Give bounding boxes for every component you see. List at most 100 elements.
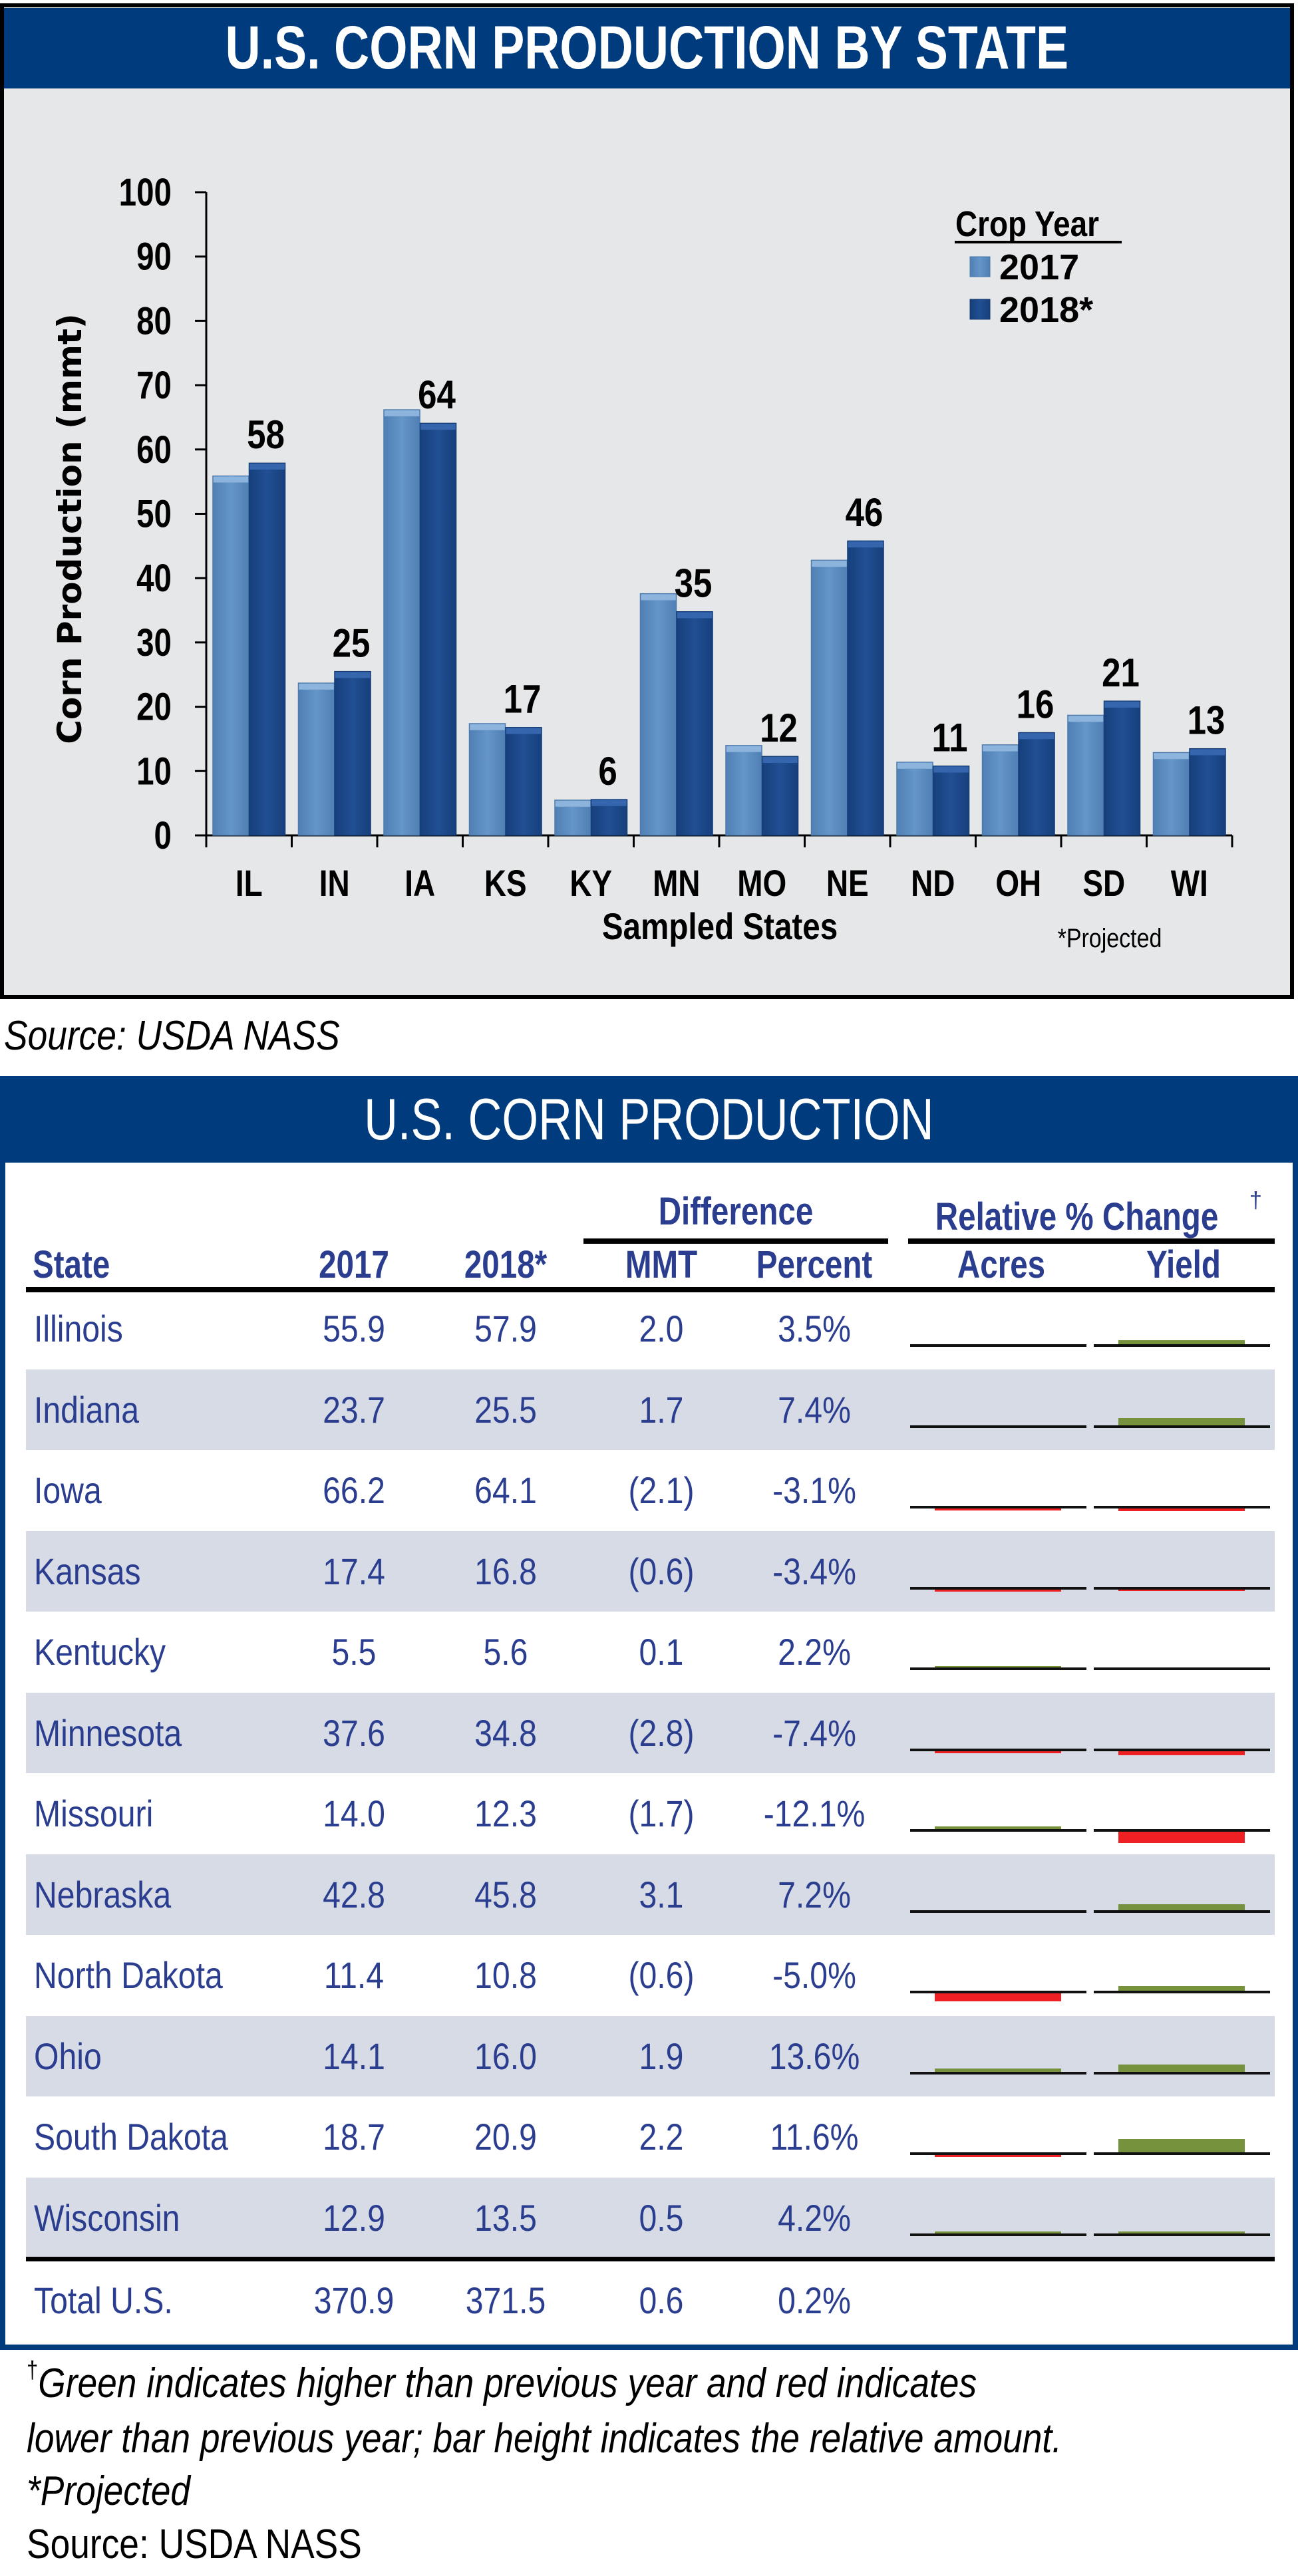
cell-mmt: 1.9 [639, 2035, 684, 2077]
bar-chart: Corn Production (mmt) 0 10 20 30 40 50 60 70 80 9… [51, 172, 1233, 953]
y-ticks: 0 10 20 30 40 50 60 70 80 90 100 [119, 172, 206, 857]
cell-y2017: 23.7 [323, 1388, 385, 1431]
y-axis-title-text: Corn Production (mmt) [51, 313, 89, 744]
baseline-yield [1094, 2152, 1270, 2155]
table-row: Missouri 14.0 12.3 (1.7) -12.1% [26, 1773, 1275, 1854]
baseline-acres [910, 1829, 1086, 1832]
cell-mmt: (2.8) [628, 1711, 695, 1754]
header-rule [26, 1287, 1275, 1292]
relative-change-acres [910, 1854, 1086, 1935]
data-label-ND: 11 [932, 716, 968, 760]
bar-bevel [1104, 701, 1140, 708]
data-label-IL: 58 [247, 412, 285, 457]
change-bar-yield [1118, 1751, 1245, 1755]
col-header-mmt: MMT [625, 1243, 698, 1286]
relative-change-acres [910, 1369, 1086, 1450]
bar-MO-2018 [761, 756, 799, 836]
table-row: Indiana 23.7 25.5 1.7 7.4% [26, 1369, 1275, 1450]
y-tick-label: 70 [136, 364, 172, 408]
relative-change-acres [910, 1693, 1086, 1773]
col-header-yield: Yield [1146, 1243, 1221, 1286]
data-label-KY: 6 [598, 749, 617, 793]
baseline-acres [910, 1425, 1086, 1428]
bar-bevel [933, 766, 969, 773]
bar-MN-2018 [676, 611, 713, 836]
x-tick-label-ND: ND [911, 863, 955, 904]
x-tick-label-MN: MN [653, 863, 700, 904]
relative-change-yield [1094, 2178, 1270, 2258]
data-labels: 58 25 64 17 6 35 12 46 11 16 21 13 [247, 372, 1225, 793]
cell-percent: 13.6% [768, 2035, 860, 2077]
bar-SD-2017 [1067, 714, 1104, 836]
baseline-acres [910, 1344, 1086, 1347]
cell-y2018: 10.8 [474, 1954, 537, 1996]
legend-label-2018: 2018* [999, 290, 1093, 330]
change-bar-yield [1118, 1904, 1245, 1910]
cell-percent: 7.2% [778, 1873, 851, 1916]
cell-mmt: 0.1 [639, 1631, 684, 1673]
data-label-OH: 16 [1017, 682, 1055, 726]
cell-y2018: 45.8 [474, 1873, 537, 1916]
relative-change-yield [1094, 2016, 1270, 2096]
change-bar-acres [935, 1993, 1061, 2001]
dagger-mark: † [1249, 1188, 1262, 1213]
baseline-acres [910, 1586, 1086, 1590]
col-header-2018: 2018* [464, 1243, 548, 1286]
footnote-dagger: † [27, 2356, 39, 2383]
relative-change-acres [910, 2096, 1086, 2177]
bar-bevel [897, 762, 933, 769]
total-mmt: 0.6 [639, 2279, 684, 2321]
cell-y2017: 12.9 [323, 2196, 385, 2239]
cell-percent: 11.6% [770, 2116, 859, 2158]
cell-y2018: 64.1 [474, 1469, 537, 1511]
relative-change-acres [910, 1773, 1086, 1854]
bar-bevel [470, 724, 505, 730]
table-row: Wisconsin 12.9 13.5 0.5 4.2% [26, 2177, 1275, 2258]
bar-bevel [1190, 749, 1225, 756]
y-tick-label: 30 [136, 622, 172, 665]
cell-y2018: 12.3 [474, 1792, 537, 1834]
state-name: Wisconsin [34, 2196, 180, 2239]
baseline-acres [910, 1748, 1086, 1751]
change-bar-yield [1118, 1832, 1245, 1843]
state-name: South Dakota [34, 2116, 228, 2158]
legend: Crop Year 2017 2018* [955, 204, 1122, 330]
baseline-yield [1094, 1829, 1270, 1832]
table-row: Iowa 66.2 64.1 (2.1) -3.1% [26, 1450, 1275, 1530]
chart-title-band: U.S. CORN PRODUCTION BY STATE [4, 8, 1290, 88]
x-tick-label-OH: OH [995, 863, 1041, 904]
legend-swatch-2017 [969, 256, 991, 277]
bar-NE-2018 [847, 540, 884, 836]
state-name: Iowa [34, 1469, 102, 1511]
y-tick-label: 20 [136, 686, 172, 729]
relative-change-yield [1094, 1693, 1270, 1773]
baseline-yield [1094, 1344, 1270, 1347]
cell-percent: 2.2% [778, 1631, 851, 1673]
bar-OH-2018 [1018, 732, 1055, 836]
x-axis-title: Sampled States [602, 906, 838, 947]
bar-IN-2017 [297, 682, 335, 836]
bar-MN-2017 [639, 593, 677, 836]
change-bar-yield [1118, 1340, 1245, 1344]
change-bar-acres [935, 1665, 1061, 1667]
cell-y2017: 5.5 [331, 1631, 377, 1673]
bar-bevel [213, 476, 249, 483]
state-name: Nebraska [34, 1873, 172, 1916]
bar-bevel [1068, 716, 1104, 722]
table-row: Illinois 55.9 57.9 2.0 3.5% [26, 1288, 1275, 1369]
cell-y2018: 5.6 [483, 1631, 528, 1673]
col-header-state: State [33, 1243, 110, 1286]
relative-change-acres [910, 2178, 1086, 2258]
cell-y2017: 14.1 [323, 2035, 385, 2077]
legend-title-underline [955, 241, 1122, 243]
chart-title-text: U.S. CORN PRODUCTION BY STATE [225, 14, 1069, 82]
projected-note: *Projected [1058, 923, 1162, 952]
y-tick-label: 40 [136, 557, 172, 601]
chart-title: U.S. CORN PRODUCTION BY STATE [4, 8, 1290, 88]
table-row: South Dakota 18.7 20.9 2.2 11.6% [26, 2096, 1275, 2177]
bar-bevel [555, 800, 591, 807]
baseline-yield [1094, 2071, 1270, 2075]
cell-percent: 3.5% [778, 1308, 851, 1350]
x-tick-label-KS: KS [484, 863, 527, 904]
relative-change-acres [910, 1935, 1086, 2015]
